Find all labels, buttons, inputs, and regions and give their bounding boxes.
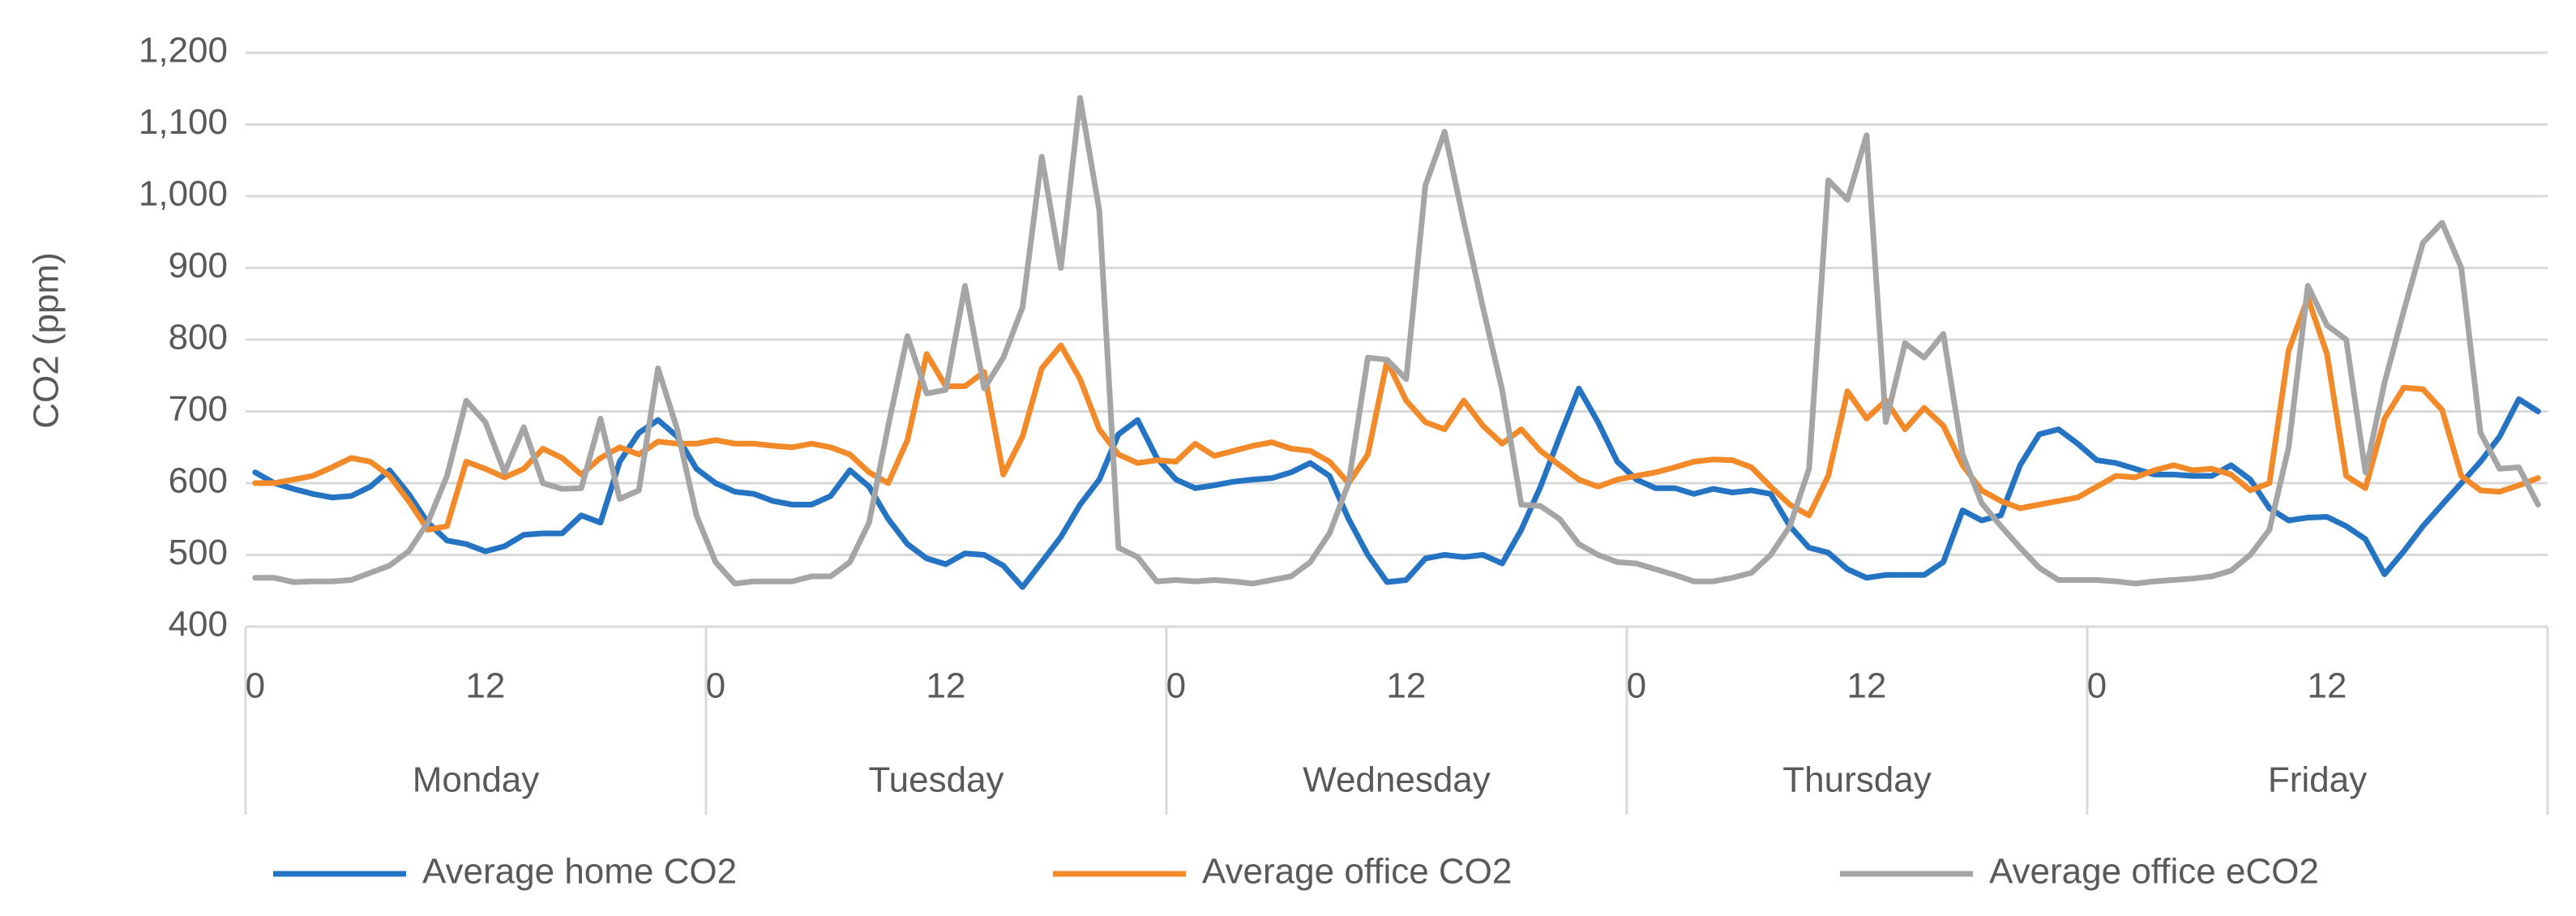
y-tick-label: 1,000 — [139, 174, 228, 214]
y-tick-label: 1,100 — [139, 102, 228, 142]
x-tick-label: 0 — [706, 666, 725, 706]
x-tick-label: 12 — [2307, 666, 2347, 706]
y-tick-label: 400 — [169, 605, 228, 644]
y-tick-label: 1,200 — [139, 31, 228, 71]
x-tick-label: 12 — [926, 666, 965, 706]
series-line — [252, 295, 2541, 533]
series-line — [252, 95, 2541, 587]
x-tick-label: 0 — [246, 666, 265, 706]
y-tick-label: 900 — [169, 246, 228, 285]
x-tick-label: 12 — [465, 666, 505, 706]
x-tick-label: 0 — [1166, 666, 1186, 706]
y-tick-label: 700 — [169, 389, 228, 429]
series-line — [252, 385, 2541, 590]
y-axis-label: CO2 (ppm) — [27, 252, 66, 429]
x-tick-label: 12 — [1846, 666, 1886, 706]
legend-label: Average office eCO2 — [1989, 852, 2319, 892]
x-group-label: Thursday — [1782, 760, 1931, 800]
x-group-label: Wednesday — [1303, 760, 1491, 800]
legend-label: Average office CO2 — [1202, 852, 1512, 892]
y-tick-label: 500 — [169, 533, 228, 572]
x-tick-label: 0 — [1627, 666, 1646, 706]
y-tick-label: 800 — [169, 318, 228, 357]
x-tick-label: 0 — [2087, 666, 2107, 706]
y-tick-label: 600 — [169, 461, 228, 501]
x-group-label: Tuesday — [868, 760, 1003, 800]
x-group-label: Monday — [413, 760, 540, 800]
x-group-label: Friday — [2268, 760, 2367, 800]
legend-label: Average home CO2 — [422, 852, 737, 892]
x-tick-label: 12 — [1386, 666, 1426, 706]
